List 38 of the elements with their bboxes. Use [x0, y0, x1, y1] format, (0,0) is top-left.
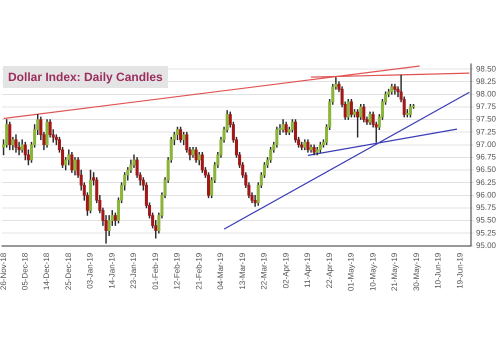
x-tick-label: 21-Feb-19	[194, 252, 204, 290]
y-tick-label: 96.75	[476, 152, 497, 162]
y-tick-label: 98.50	[476, 64, 497, 74]
x-tick-label: 30-May-19	[412, 252, 421, 292]
x-tick-label: 21-May-19	[390, 252, 400, 292]
y-tick-label: 96.25	[476, 178, 497, 187]
x-tick-label: 10-May-19	[368, 252, 378, 292]
x-tick-label: 02-Apr-19	[281, 252, 290, 288]
x-tick-label: 03-Jan-19	[86, 252, 95, 289]
x-tick-label: 10-Jun-19	[434, 252, 443, 289]
x-tick-label: 25-Dec-18	[64, 252, 73, 290]
x-tick-label: 19-Jun-19	[455, 252, 464, 289]
x-tick-label: 14-Jan-19	[107, 252, 116, 289]
y-tick-label: 95.50	[476, 216, 497, 225]
x-tick-label: 22-Apr-19	[324, 252, 334, 288]
x-tick-label: 01-Feb-19	[150, 252, 160, 290]
x-tick-label: 13-Mar-19	[238, 252, 247, 290]
text: Dollar Index: Daily Candles	[3, 66, 168, 88]
y-tick-label: 97.50	[476, 114, 497, 124]
y-tick-label: 98.00	[476, 89, 497, 98]
y-tick-label: 97.25	[476, 127, 497, 136]
x-tick-label: 14-Dec-18	[42, 252, 52, 290]
x-tick-label: 05-Dec-18	[20, 252, 30, 290]
y-tick-label: 96.00	[476, 190, 497, 200]
x-tick-label: 26-Nov-18	[0, 252, 8, 290]
x-tick-label: 12-Feb-19	[172, 252, 182, 290]
x-tick-label: 22-Mar-19	[260, 252, 269, 290]
y-tick-label: 95.00	[476, 240, 497, 250]
y-tick-label: 97.00	[476, 140, 497, 149]
y-tick-label: 95.25	[476, 228, 497, 238]
y-tick-label: 96.50	[476, 165, 497, 174]
y-tick-label: 97.75	[476, 102, 497, 112]
x-tick-label: 23-Jan-19	[129, 252, 138, 289]
x-tick-label: 11-Apr-19	[303, 252, 312, 288]
x-tick-label: 04-Mar-19	[216, 252, 226, 290]
y-tick-label: 95.75	[476, 203, 497, 212]
x-tick-label: 01-May-19	[346, 252, 356, 292]
y-tick-label: 98.25	[476, 76, 497, 86]
